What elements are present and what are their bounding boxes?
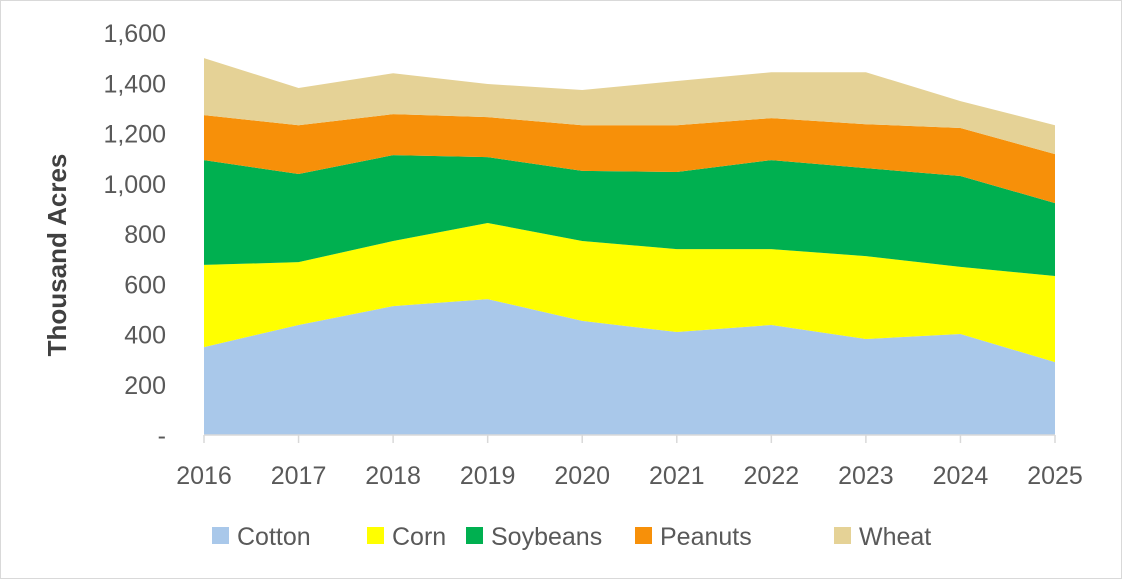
area-corn <box>204 222 1055 363</box>
x-tick-label: 2020 <box>554 462 610 490</box>
legend-label-cotton: Cotton <box>237 523 311 551</box>
x-tick-label: 2019 <box>460 462 516 490</box>
y-tick-label: - <box>158 422 166 450</box>
x-tick-label: 2016 <box>176 462 232 490</box>
legend-swatch-peanuts <box>635 527 652 544</box>
y-tick-label: 1,200 <box>103 121 166 149</box>
legend: Cotton Corn Soybeans Peanuts Wheat <box>212 523 931 551</box>
legend-swatch-wheat <box>834 527 851 544</box>
legend-label-corn: Corn <box>392 523 446 551</box>
legend-swatch-cotton <box>212 527 229 544</box>
y-tick-label: 1,000 <box>103 171 166 199</box>
area-peanuts <box>204 114 1055 204</box>
area-wheat <box>204 58 1055 155</box>
x-tick-label: 2021 <box>649 462 705 490</box>
legend-label-soybeans: Soybeans <box>491 523 602 551</box>
y-axis-label: Thousand Acres <box>42 154 72 357</box>
x-tick-label: 2025 <box>1027 462 1083 490</box>
x-tick-label: 2023 <box>838 462 894 490</box>
legend-swatch-soybeans <box>466 527 483 544</box>
x-tick-label: 2022 <box>744 462 800 490</box>
plot-area <box>204 58 1055 435</box>
axes: 2016 2017 2018 2019 2020 2021 2022 2023 2024 2025… <box>103 20 1082 490</box>
x-tick-label: 2018 <box>365 462 421 490</box>
y-tick-label: 400 <box>124 322 166 350</box>
x-tick-label: 2024 <box>933 462 989 490</box>
y-tick-label: 1,400 <box>103 70 166 98</box>
y-tick-label: 200 <box>124 372 166 400</box>
y-tick-label: 600 <box>124 271 166 299</box>
area-cotton <box>204 299 1055 435</box>
legend-label-wheat: Wheat <box>859 523 931 551</box>
legend-label-peanuts: Peanuts <box>660 523 752 551</box>
area-soybeans <box>204 155 1055 276</box>
x-tick-label: 2017 <box>271 462 327 490</box>
legend-swatch-corn <box>367 527 384 544</box>
y-tick-label: 1,600 <box>103 20 166 48</box>
y-tick-label: 800 <box>124 221 166 249</box>
